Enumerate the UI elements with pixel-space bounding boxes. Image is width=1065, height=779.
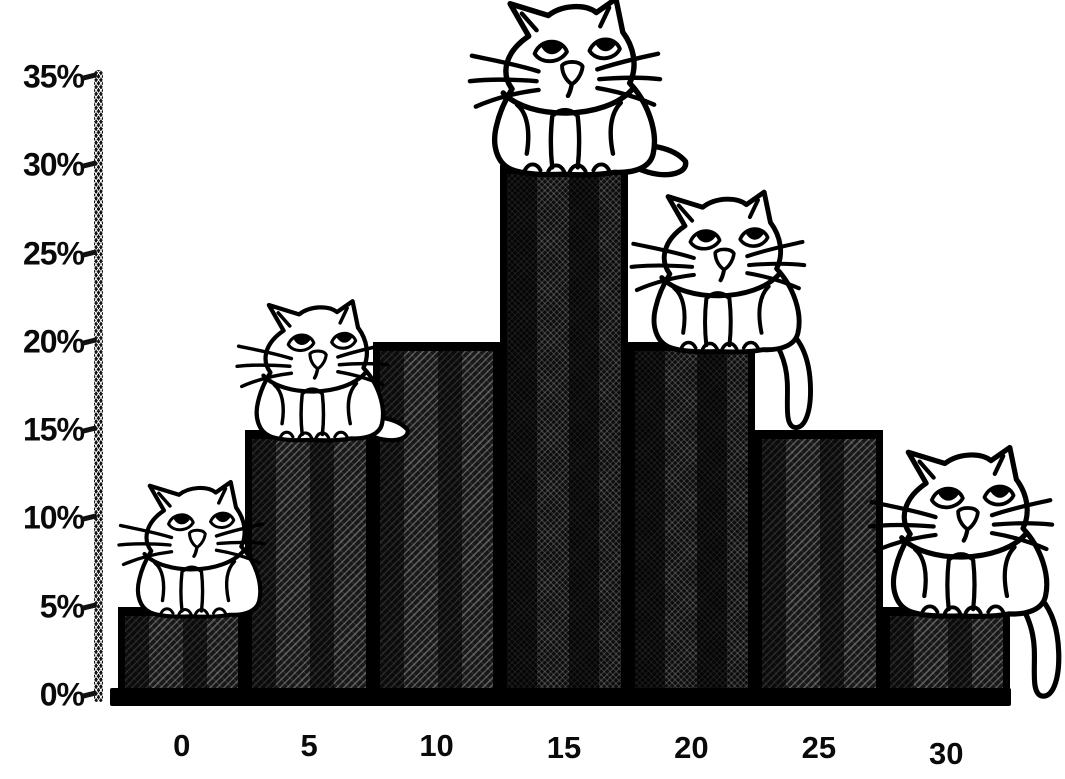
bar-15 [500,165,628,700]
cat-illustration-on-bar-20 [628,185,806,354]
y-tick-label-15: 15% [22,411,85,448]
x-tick-label-10: 10 [419,728,454,763]
cat-illustration-on-bar-0 [116,476,266,619]
y-tick-label-25: 25% [22,235,85,272]
x-tick-label-5: 5 [300,728,318,763]
x-tick-label-30: 30 [929,736,964,771]
cat-body [119,482,265,617]
x-tick-label-15: 15 [546,730,582,765]
bar-0 [118,606,246,700]
y-tick-label-35: 35% [22,58,85,95]
y-tick-label-10: 10% [22,499,85,536]
cat-illustration-on-bar-5 [234,295,389,442]
cat-illustration-on-bar-30 [866,440,1054,619]
y-tick-label-0: 0% [39,676,85,713]
cat-body [470,0,660,175]
x-tick-label-20: 20 [674,730,709,765]
bar-20 [627,341,756,700]
bar-30 [882,606,1010,700]
bar-25 [755,430,883,700]
x-axis-baseline [110,688,1011,706]
cat-body [632,192,805,352]
cat-body [870,448,1052,617]
y-tick-label-20: 20% [22,323,85,360]
x-tick-label-25: 25 [801,730,837,765]
x-tick-label-0: 0 [173,728,191,763]
bar-10 [372,341,501,700]
y-tick-label-5: 5% [39,588,85,625]
y-axis-line [94,70,103,702]
cat-body [237,301,387,440]
y-tick-label-30: 30% [22,146,85,183]
cat-illustration-on-bar-15 [466,0,662,177]
